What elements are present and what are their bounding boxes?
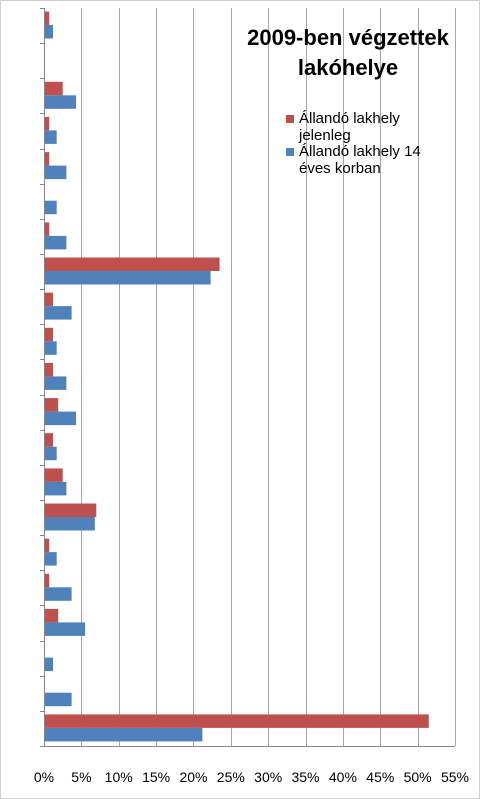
bar-14-eves-8 (44, 271, 211, 285)
bar-14-eves-21 (44, 727, 203, 742)
bar-jelenleg-15 (44, 503, 97, 517)
bar-jelenleg-10 (44, 327, 53, 342)
bars (44, 11, 429, 742)
legend-label-2-line-1: Állandó lakhely 14 (299, 143, 421, 160)
bar-jelenleg-4 (44, 116, 50, 131)
bar-14-eves-11 (44, 376, 67, 390)
bar-14-eves-20 (44, 692, 72, 707)
bar-jelenleg-17 (44, 573, 50, 588)
x-tick-label-0: 0% (34, 769, 54, 785)
bar-14-eves-3 (44, 95, 77, 109)
bar-14-eves-1 (44, 25, 53, 39)
chart-title-line-1: 2009-ben végzettek (247, 25, 450, 50)
legend-swatch-1 (286, 115, 294, 123)
x-tick-label-35: 35% (291, 769, 319, 785)
x-tick-label-50: 50% (404, 769, 432, 785)
bar-jelenleg-11 (44, 362, 53, 377)
bar-jelenleg-18 (44, 608, 59, 623)
bar-jelenleg-1 (44, 11, 50, 25)
x-tick-label-10: 10% (105, 769, 133, 785)
bar-jelenleg-21 (44, 714, 429, 728)
bar-14-eves-14 (44, 481, 67, 496)
bar-14-eves-7 (44, 235, 67, 250)
x-tick-label-45: 45% (366, 769, 394, 785)
bar-14-eves-12 (44, 411, 77, 426)
x-tick-label-55: 55% (441, 769, 469, 785)
x-tick-label-25: 25% (217, 769, 245, 785)
bar-14-eves-13 (44, 446, 57, 461)
bar-14-eves-16 (44, 552, 57, 566)
bar-jelenleg-5 (44, 152, 50, 166)
bar-jelenleg-16 (44, 538, 50, 553)
x-tick-labels: 0% 5% 10% 15% 20% 25% 30% 35% 40% 45% 50% 55% (34, 769, 469, 785)
bar-jelenleg-14 (44, 468, 63, 482)
x-tick-label-15: 15% (142, 769, 170, 785)
legend-label-1-line-1: Állandó lakhely (299, 110, 400, 127)
bar-14-eves-9 (44, 306, 72, 320)
bar-14-eves-19 (44, 657, 53, 672)
x-tick-label-40: 40% (329, 769, 357, 785)
bar-jelenleg-9 (44, 292, 53, 307)
chart-title-line-2: lakóhelye (298, 55, 398, 80)
bar-14-eves-17 (44, 587, 72, 601)
legend-swatch-2 (286, 148, 294, 156)
bar-jelenleg-8 (44, 257, 220, 271)
legend-label-2-line-2: éves korban (299, 160, 381, 177)
x-tick-label-5: 5% (71, 769, 91, 785)
bar-jelenleg-13 (44, 433, 53, 447)
legend-label-1-line-2: jelenleg (298, 127, 351, 144)
bar-14-eves-18 (44, 622, 86, 636)
chart-title: 2009-ben végzettek lakóhelye (247, 25, 450, 80)
x-tick-label-30: 30% (254, 769, 282, 785)
bar-14-eves-10 (44, 341, 57, 355)
bar-14-eves-15 (44, 517, 95, 531)
axes (40, 8, 455, 747)
bar-14-eves-5 (44, 165, 67, 180)
x-tick-label-20: 20% (179, 769, 207, 785)
bar-jelenleg-7 (44, 222, 50, 236)
bar-jelenleg-12 (44, 398, 59, 412)
bar-jelenleg-3 (44, 81, 63, 96)
bar-14-eves-4 (44, 130, 57, 144)
bar-14-eves-6 (44, 200, 57, 215)
